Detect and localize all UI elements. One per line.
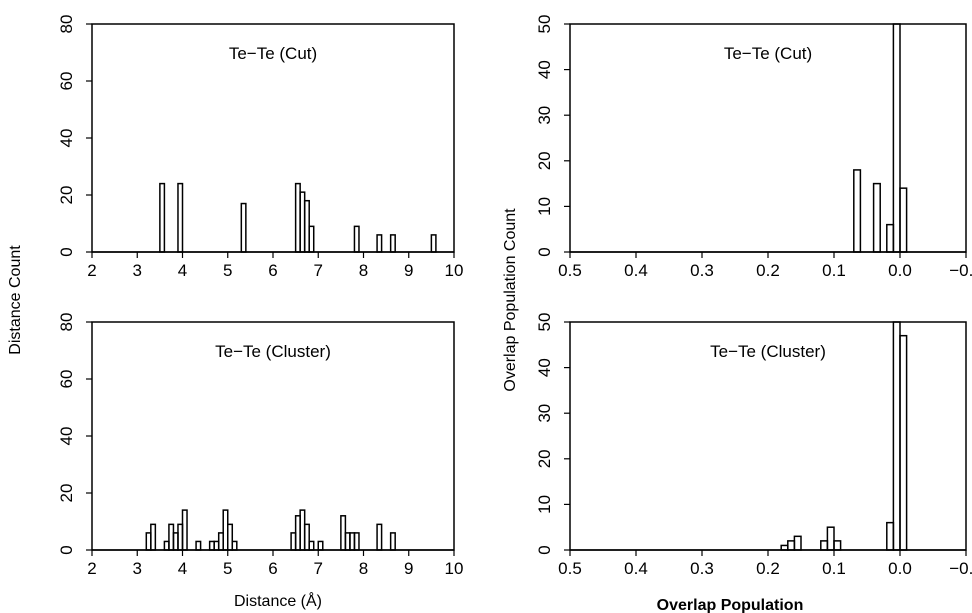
y-tick-label: 80	[57, 313, 76, 332]
x-tick-label: 7	[314, 559, 323, 578]
histogram-bar	[177, 182, 184, 253]
y-tick-label: 10	[535, 495, 554, 514]
panel-overlap-cut: 0.5 0.4 0.3 0.2 0.1 0.0 −0.1 0 10 20 30 40 50 Te−Te (…	[535, 15, 972, 280]
histogram-bar	[833, 540, 842, 551]
x-tick-label: 0.4	[624, 261, 648, 280]
histogram-bar	[181, 509, 188, 551]
histogram-bar	[308, 540, 315, 551]
x-tick-label: 0.5	[558, 559, 582, 578]
histogram-bar	[231, 540, 238, 551]
histogram-bar	[892, 321, 901, 551]
right-y-axis-label: Overlap Population Count	[502, 208, 519, 392]
y-tick-label: 40	[57, 427, 76, 446]
y-tick-label: 60	[57, 72, 76, 91]
left-x-axis-label: Distance (Å)	[234, 591, 322, 610]
x-tick-label: 3	[133, 559, 142, 578]
x-tick-label: 10	[445, 559, 464, 578]
panel-distance-cut: 2 3 4 5 6 7 8 9 10 0 20 40 60 80 Te−Te (Cut)	[57, 15, 463, 280]
panel-distance-cluster: 2 3 4 5 6 7 8 9 10 0 20 40 60 80 Te−Te (Cluster)	[57, 313, 463, 578]
y-tick-label: 0	[535, 545, 554, 554]
y-tick-label: 50	[535, 313, 554, 332]
y-tick-label: 0	[57, 247, 76, 256]
y-tick-label: 10	[535, 197, 554, 216]
y-tick-label: 20	[57, 186, 76, 205]
histogram-bar	[853, 169, 862, 253]
x-tick-label: 0.2	[756, 261, 780, 280]
panel-title: Te−Te (Cluster)	[710, 342, 826, 361]
x-tick-label: 7	[314, 261, 323, 280]
panel-title: Te−Te (Cut)	[229, 44, 317, 63]
x-tick-label: 3	[133, 261, 142, 280]
x-tick-label: −0.1	[949, 261, 972, 280]
y-tick-label: 0	[57, 545, 76, 554]
x-tick-label: 8	[359, 261, 368, 280]
x-tick-label: 0.3	[690, 261, 714, 280]
x-tick-label: 5	[223, 261, 232, 280]
y-tick-label: 50	[535, 15, 554, 34]
histogram-bar	[793, 535, 802, 551]
x-tick-label: 8	[359, 559, 368, 578]
x-tick-label: 0.1	[822, 261, 846, 280]
histogram-bar	[787, 540, 796, 551]
histogram-bar	[353, 532, 360, 551]
histogram-bar	[240, 202, 247, 253]
y-tick-label: 20	[57, 484, 76, 503]
x-tick-label: 2	[87, 261, 96, 280]
y-tick-label: 0	[535, 247, 554, 256]
histogram-bar	[899, 187, 908, 253]
x-tick-label: 0.1	[822, 559, 846, 578]
x-tick-label: 0.2	[756, 559, 780, 578]
left-y-axis-label: Distance Count	[7, 245, 24, 355]
x-tick-label: 0.0	[888, 261, 912, 280]
histogram-bar	[376, 523, 383, 551]
y-tick-label: 30	[535, 106, 554, 125]
histogram-bar	[826, 526, 835, 551]
histogram-bar	[892, 23, 901, 253]
panel-title: Te−Te (Cluster)	[215, 342, 331, 361]
y-tick-label: 20	[535, 449, 554, 468]
y-tick-label: 30	[535, 404, 554, 423]
x-tick-label: 10	[445, 261, 464, 280]
x-tick-label: 0.4	[624, 559, 648, 578]
y-tick-label: 40	[535, 60, 554, 79]
y-tick-label: 80	[57, 15, 76, 34]
panel-overlap-cluster: 0.5 0.4 0.3 0.2 0.1 0.0 −0.1 0 10 20 30 40 50 Te−Te (…	[535, 313, 972, 578]
x-tick-label: 6	[268, 559, 277, 578]
histogram-bar	[886, 521, 895, 551]
histogram-bar	[389, 234, 396, 253]
x-tick-label: 6	[268, 261, 277, 280]
x-tick-label: 0.5	[558, 261, 582, 280]
y-tick-label: 40	[57, 129, 76, 148]
x-tick-label: 2	[87, 559, 96, 578]
x-tick-label: −0.1	[949, 559, 972, 578]
histogram-bar	[899, 334, 908, 551]
x-tick-label: 9	[404, 559, 413, 578]
histogram-bar	[308, 225, 315, 253]
panel-title: Te−Te (Cut)	[724, 44, 812, 63]
y-tick-label: 20	[535, 151, 554, 170]
right-x-axis-label: Overlap Population	[657, 597, 804, 613]
x-tick-label: 4	[178, 261, 187, 280]
histogram-bar	[376, 234, 383, 253]
histogram-bar	[430, 234, 437, 253]
histogram-bar	[872, 182, 881, 253]
histogram-bar	[886, 223, 895, 253]
y-tick-label: 40	[535, 358, 554, 377]
histogram-bar	[353, 225, 360, 253]
x-tick-label: 4	[178, 559, 187, 578]
histogram-bar	[820, 540, 829, 551]
histogram-bar	[317, 540, 324, 551]
x-tick-label: 0.3	[690, 559, 714, 578]
x-tick-label: 0.0	[888, 559, 912, 578]
x-tick-label: 5	[223, 559, 232, 578]
x-tick-label: 9	[404, 261, 413, 280]
histogram-bar	[150, 523, 157, 551]
histogram-bar	[195, 540, 202, 551]
histogram-bar	[159, 182, 166, 253]
y-tick-label: 60	[57, 370, 76, 389]
histogram-bar	[389, 532, 396, 551]
